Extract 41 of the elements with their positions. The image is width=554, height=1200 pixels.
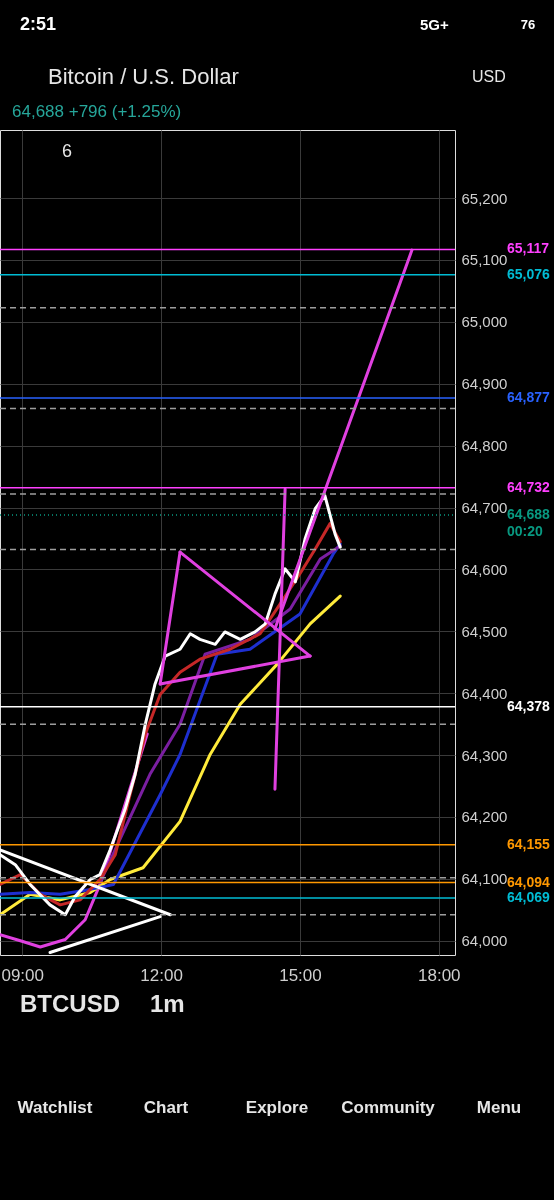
text: BTCUSD: [20, 990, 120, 1017]
ref-line-label: 64,094: [507, 873, 551, 890]
x-tick-label: 15:00: [279, 965, 322, 985]
text: 2:51: [20, 14, 57, 34]
y-tick-label: 65,200: [461, 189, 508, 207]
ref-line-label: 64,877: [507, 388, 551, 405]
y-tick-label: 65,000: [461, 313, 508, 331]
y-tick-label: 64,300: [461, 746, 508, 764]
y-tick-label: 64,500: [461, 622, 508, 640]
y-tick-label: 64,600: [461, 560, 508, 578]
y-tick-label: 64,000: [461, 932, 508, 950]
x-tick-label: 09:00: [1, 965, 44, 985]
y-tick-label: 64,700: [461, 499, 508, 517]
text: Menu: [476, 1098, 522, 1117]
text: Watchlist: [17, 1098, 93, 1117]
x-tick-label: 12:00: [140, 965, 183, 985]
text: 1m: [150, 990, 185, 1017]
ref-line-label: 64,688: [507, 505, 551, 522]
text: Chart: [143, 1098, 189, 1117]
y-tick-label: 65,100: [461, 251, 508, 269]
y-tick-label: 64,400: [461, 684, 508, 702]
x-tick-label: 18:00: [418, 965, 461, 985]
ref-line-label: 64,069: [507, 889, 551, 906]
y-tick-label: 64,800: [461, 437, 508, 455]
text: 5G+: [420, 16, 450, 33]
chart-subtitle: 64,688 +796 (+1.25%): [12, 102, 182, 121]
y-tick-label: 64,900: [461, 375, 508, 393]
ref-line-label: 64,732: [507, 478, 551, 495]
text: 76: [520, 17, 536, 32]
text: USD: [472, 68, 506, 85]
text: 00:20: [507, 523, 544, 539]
text: Explore: [245, 1098, 309, 1117]
chart-title: Bitcoin / U.S. Dollar: [48, 64, 239, 89]
ref-line-label: 65,117: [507, 240, 550, 257]
ref-line-label: 64,378: [507, 697, 551, 714]
ref-line-label: 64,155: [507, 835, 551, 852]
y-tick-label: 64,100: [461, 870, 508, 888]
y-tick-label: 64,200: [461, 808, 508, 826]
ref-line-label: 65,076: [507, 265, 551, 282]
annotation: 6: [62, 141, 73, 161]
text: Community: [341, 1098, 436, 1117]
